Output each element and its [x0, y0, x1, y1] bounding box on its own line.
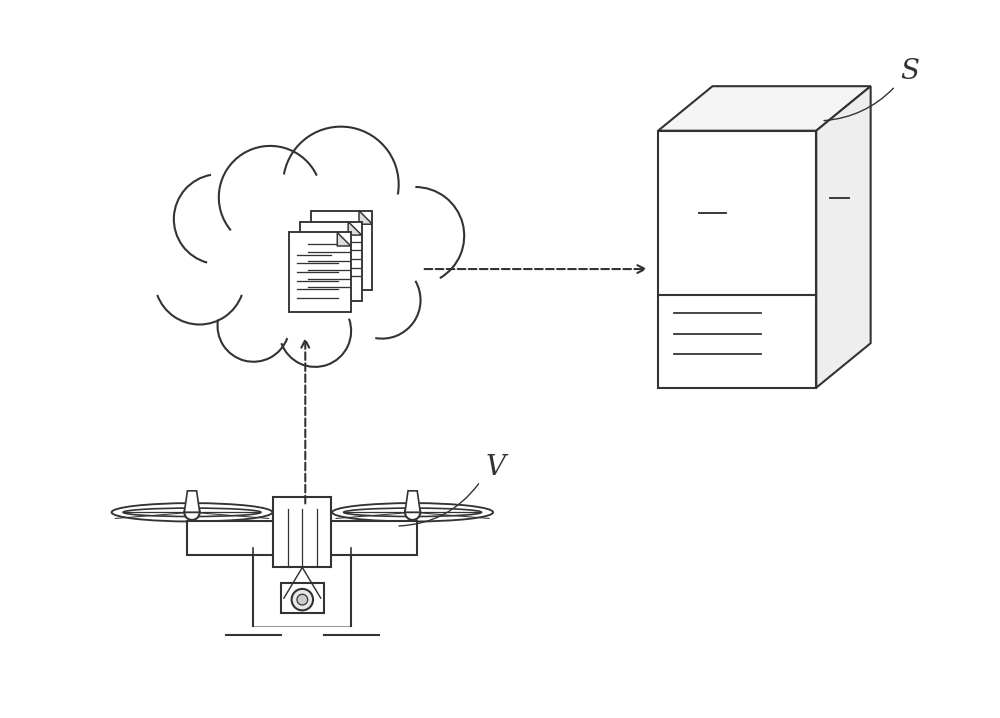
Circle shape — [292, 589, 313, 610]
Circle shape — [405, 505, 420, 520]
Bar — [273, 497, 331, 567]
Text: S: S — [900, 58, 919, 85]
Circle shape — [279, 295, 351, 367]
Polygon shape — [405, 491, 420, 513]
Polygon shape — [359, 211, 372, 224]
Polygon shape — [155, 126, 464, 367]
Ellipse shape — [344, 508, 482, 516]
FancyArrowPatch shape — [399, 484, 479, 526]
Polygon shape — [348, 222, 362, 235]
Ellipse shape — [123, 508, 261, 516]
Bar — [281, 583, 324, 613]
Circle shape — [184, 505, 200, 520]
Bar — [300, 222, 362, 301]
Bar — [289, 233, 351, 312]
Bar — [187, 521, 417, 555]
Polygon shape — [658, 86, 871, 131]
Circle shape — [343, 261, 421, 339]
Circle shape — [297, 595, 308, 605]
Polygon shape — [658, 131, 816, 388]
Circle shape — [219, 146, 322, 248]
Bar — [311, 211, 372, 290]
Circle shape — [174, 174, 264, 264]
Circle shape — [283, 126, 399, 242]
Circle shape — [155, 235, 245, 325]
FancyArrowPatch shape — [824, 88, 893, 121]
Ellipse shape — [332, 503, 493, 521]
Polygon shape — [337, 233, 351, 246]
Text: V: V — [485, 454, 505, 480]
Ellipse shape — [112, 503, 272, 521]
Circle shape — [218, 290, 289, 362]
Polygon shape — [816, 86, 871, 388]
Circle shape — [367, 187, 464, 284]
Polygon shape — [184, 491, 200, 513]
